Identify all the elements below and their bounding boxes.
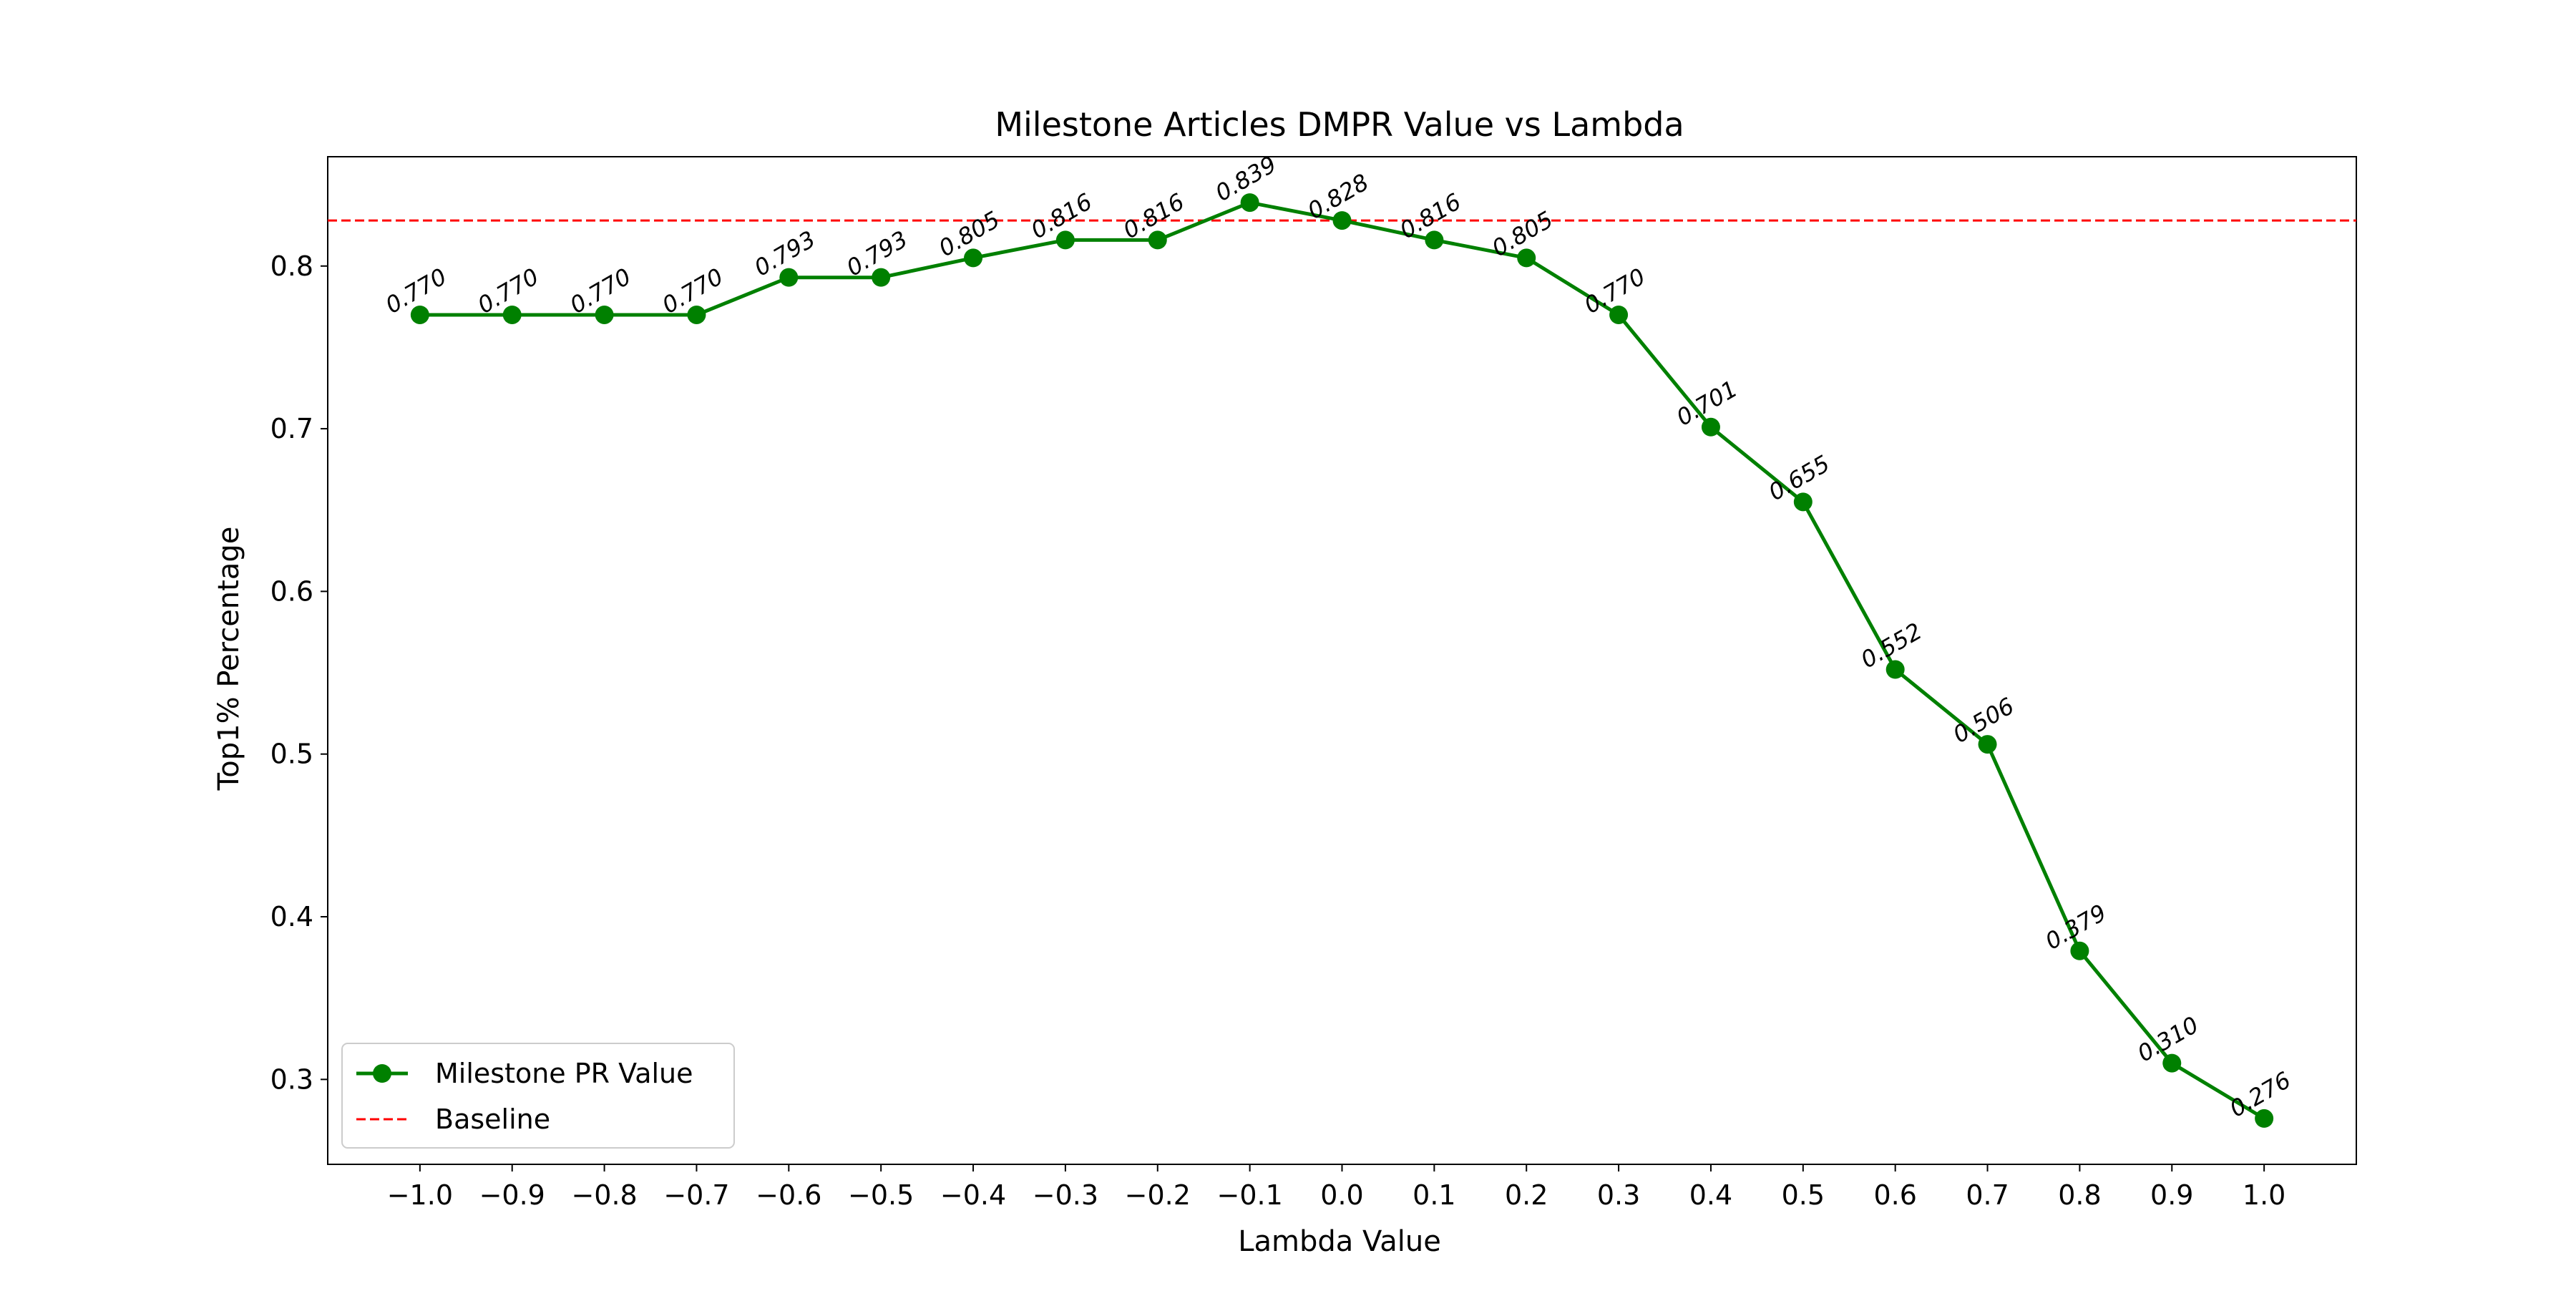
- data-point: [1793, 492, 1813, 512]
- data-point: [1701, 417, 1720, 437]
- plot-frame: [327, 156, 2357, 1165]
- data-point: [1517, 248, 1536, 268]
- y-tick-label: 0.5: [270, 739, 313, 770]
- y-tick-label: 0.7: [270, 413, 313, 444]
- y-tick-label: 0.3: [270, 1063, 313, 1095]
- data-point: [2162, 1053, 2182, 1073]
- x-tick-label: 0.7: [1966, 1179, 2009, 1211]
- data-point: [1148, 230, 1167, 250]
- legend-series-label: Milestone PR Value: [435, 1058, 693, 1089]
- x-tick-label: 0.9: [2150, 1179, 2193, 1211]
- x-tick-label: 0.6: [1873, 1179, 1916, 1211]
- x-tick-label: 1.0: [2243, 1179, 2285, 1211]
- x-tick-label: −0.6: [756, 1179, 821, 1211]
- data-point: [1609, 305, 1629, 324]
- x-tick-label: −0.7: [663, 1179, 729, 1211]
- data-point: [2070, 941, 2089, 960]
- data-point: [502, 305, 522, 324]
- data-point: [1425, 230, 1444, 250]
- x-tick-label: −0.4: [940, 1179, 1006, 1211]
- data-point: [1332, 211, 1352, 230]
- x-tick-label: 0.2: [1505, 1179, 1548, 1211]
- y-tick-label: 0.6: [270, 575, 313, 607]
- x-tick-label: −0.2: [1125, 1179, 1191, 1211]
- x-tick-label: −1.0: [387, 1179, 453, 1211]
- legend-series-swatch-marker: [373, 1064, 391, 1083]
- legend-baseline-label: Baseline: [435, 1104, 550, 1135]
- x-axis-label: Lambda Value: [1238, 1225, 1441, 1258]
- legend: Milestone PR Value Baseline: [341, 1043, 735, 1149]
- x-tick-label: 0.1: [1413, 1179, 1455, 1211]
- data-point: [1055, 230, 1075, 250]
- x-tick-label: 0.4: [1689, 1179, 1732, 1211]
- chart-title: Milestone Articles DMPR Value vs Lambda: [995, 105, 1684, 144]
- data-point: [1240, 193, 1259, 213]
- data-point: [410, 305, 429, 324]
- legend-box: [341, 1043, 735, 1149]
- x-tick-label: 0.0: [1320, 1179, 1363, 1211]
- x-tick-label: 0.5: [1782, 1179, 1825, 1211]
- data-point: [872, 268, 891, 287]
- data-point: [779, 268, 799, 287]
- x-tick-label: 0.3: [1597, 1179, 1640, 1211]
- x-tick-label: −0.3: [1033, 1179, 1098, 1211]
- x-tick-label: −0.9: [479, 1179, 545, 1211]
- y-axis-label: Top1% Percentage: [213, 527, 245, 791]
- x-tick-label: −0.8: [571, 1179, 637, 1211]
- x-tick-label: −0.5: [848, 1179, 914, 1211]
- data-point: [595, 305, 614, 324]
- y-tick-label: 0.4: [270, 901, 313, 932]
- series-line: [419, 200, 2265, 1121]
- x-tick-label: −0.1: [1216, 1179, 1282, 1211]
- x-tick-label: 0.8: [2058, 1179, 2101, 1211]
- data-point: [1885, 660, 1905, 679]
- data-point: [1978, 735, 1997, 754]
- data-point: [964, 248, 983, 268]
- data-point: [2255, 1109, 2274, 1128]
- y-tick-label: 0.8: [270, 250, 313, 282]
- data-point: [687, 305, 706, 324]
